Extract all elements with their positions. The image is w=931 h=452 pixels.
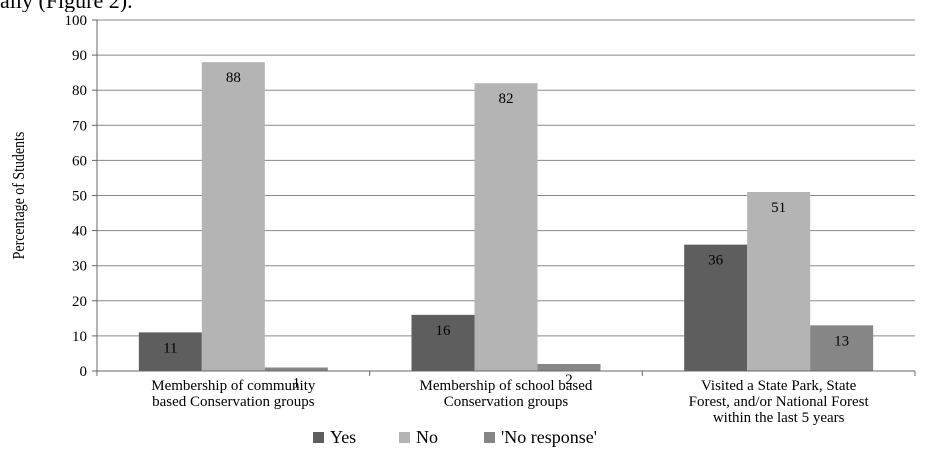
category-label: Membership of community based Conservatio…: [151, 378, 316, 410]
data-label: 13: [834, 333, 849, 349]
bar-no: [474, 83, 538, 372]
y-tick-label: 0: [80, 364, 88, 380]
category-label: Visited a State Park, State Forest, and/o…: [689, 378, 870, 426]
data-label: 16: [436, 323, 452, 339]
category-label: Membership of school based Conservation g…: [420, 378, 593, 410]
data-label: 82: [499, 91, 514, 107]
bar-yes: [411, 314, 475, 371]
legend-label: Yes: [330, 427, 356, 447]
y-tick-label: 70: [72, 118, 87, 134]
y-tick-label: 90: [72, 48, 87, 64]
caption-fragment: ally (Figure 2).: [0, 0, 133, 12]
y-tick-label: 30: [72, 259, 87, 275]
y-axis-ticks: 0 10 20 30 40 50 60 70 80 90 100: [65, 13, 97, 380]
y-tick-label: 100: [65, 13, 88, 29]
bar-no: [747, 191, 811, 371]
y-tick-label: 80: [72, 83, 87, 99]
legend-swatch: [484, 432, 495, 443]
y-tick-label: 60: [72, 153, 87, 169]
bars: [138, 62, 874, 372]
bar-yes: [138, 332, 202, 371]
data-label: 1: [293, 375, 301, 391]
data-label: 2: [565, 372, 573, 388]
bar-noresponse: [264, 367, 328, 371]
legend-swatch: [399, 432, 410, 443]
bar-noresponse: [537, 363, 601, 371]
legend-label: 'No response': [501, 427, 597, 447]
bar-no: [201, 62, 265, 372]
data-label: 88: [226, 70, 241, 86]
data-label: 51: [771, 200, 786, 216]
y-tick-label: 40: [72, 224, 87, 240]
data-label: 36: [708, 253, 724, 269]
category-labels: Membership of community based Conservatio…: [151, 378, 869, 426]
y-axis-label: Percentage of Students: [10, 132, 29, 260]
axes: [96, 20, 916, 376]
legend-swatch: [313, 432, 324, 443]
bar-noresponse: [810, 325, 874, 371]
legend-label: No: [416, 427, 438, 447]
legend: Yes No 'No response': [313, 427, 597, 447]
data-labels: 11 16 36 88 82 51 1 2 13: [163, 70, 849, 391]
y-tick-label: 20: [72, 294, 87, 310]
y-tick-label: 50: [72, 189, 87, 205]
y-tick-label: 10: [72, 329, 87, 345]
data-label: 11: [163, 340, 177, 356]
bar-yes: [684, 244, 748, 371]
